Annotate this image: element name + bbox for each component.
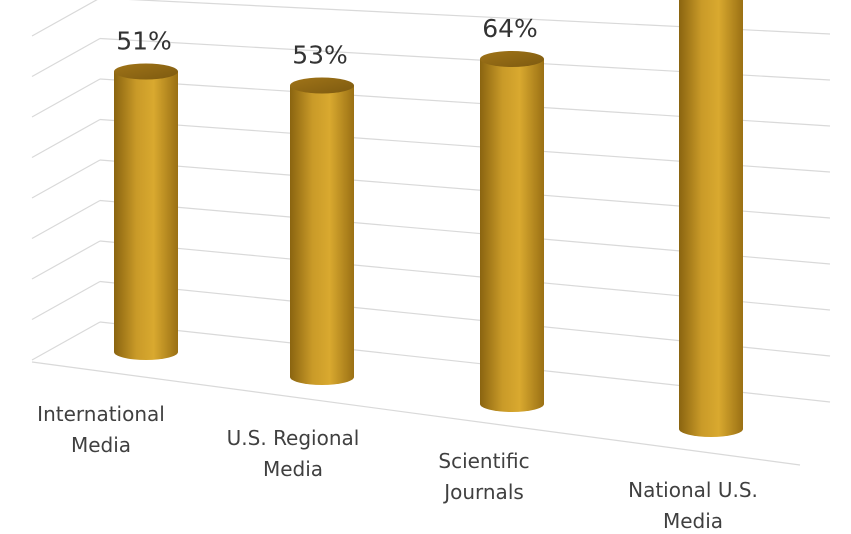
category-label: Media <box>663 509 723 533</box>
gridline-side <box>31 240 101 280</box>
gridline-side <box>31 0 98 37</box>
bar-cylinder-top <box>480 51 544 67</box>
floor-edge <box>31 361 801 466</box>
category-label: Media <box>263 457 323 481</box>
gridline-side <box>31 37 101 78</box>
bar-cylinder-top <box>290 77 354 94</box>
category-label: International <box>37 402 165 426</box>
gridline-side <box>31 159 101 199</box>
gridline-side <box>31 280 101 321</box>
data-label: 53% <box>292 41 348 70</box>
bar-cylinder <box>114 71 178 360</box>
bar-cylinder <box>290 85 354 385</box>
bar-cylinder <box>679 0 743 437</box>
category-label: National U.S. <box>628 478 758 502</box>
bar-cylinder-top <box>114 63 178 80</box>
gridline-side <box>31 321 101 361</box>
category-label: Scientific <box>438 449 529 473</box>
gridline-side <box>31 199 101 240</box>
data-label: 64% <box>482 14 538 43</box>
category-label: Journals <box>442 480 524 504</box>
gridline-side <box>31 118 101 159</box>
bars <box>114 0 743 437</box>
data-label: 51% <box>116 27 172 56</box>
gridline-side <box>31 78 101 118</box>
category-label: Media <box>71 433 131 457</box>
bar-cylinder <box>480 59 544 412</box>
category-label: U.S. Regional <box>227 426 360 450</box>
